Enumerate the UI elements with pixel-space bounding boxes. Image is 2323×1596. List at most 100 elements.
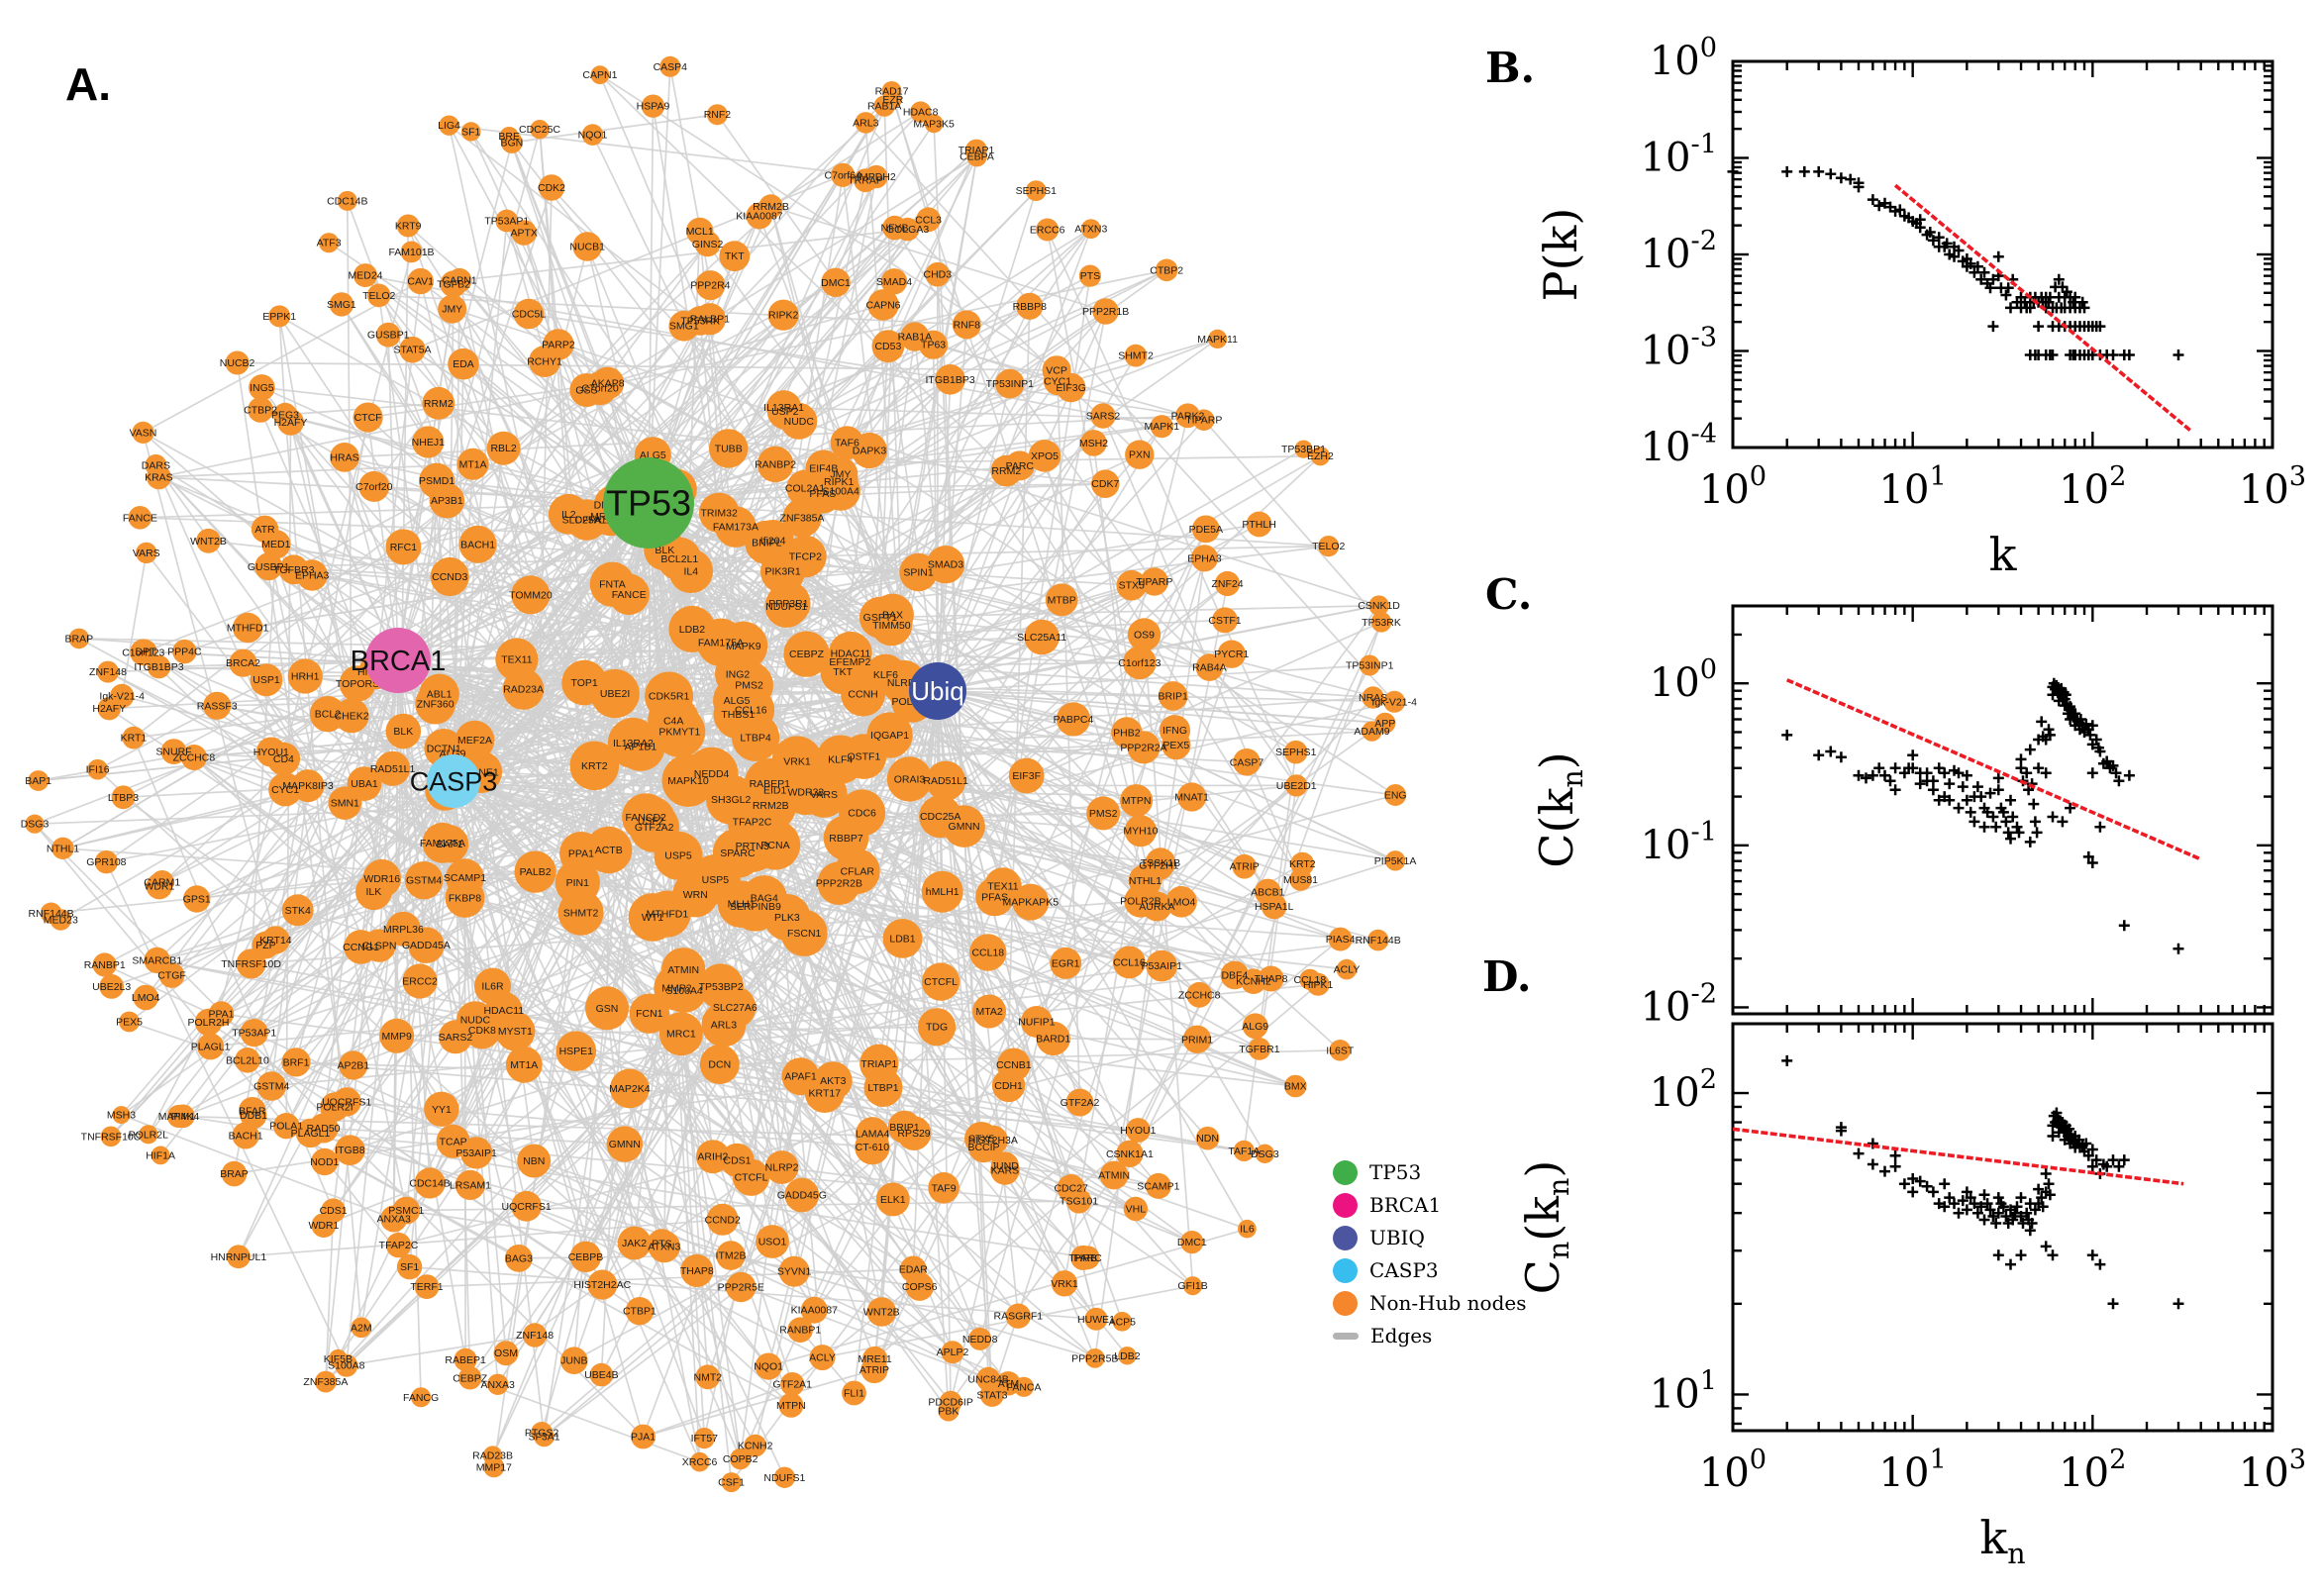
brca1-hub-swatch-icon	[1333, 1192, 1358, 1218]
network-node-label: ITM2B	[716, 1250, 747, 1262]
network-node-label: SPIN1	[903, 567, 934, 579]
network-node-label: PLAGL1	[191, 1041, 231, 1052]
network-node	[928, 1172, 960, 1204]
network-node-label: GTF2A1	[772, 1379, 812, 1391]
network-node-label: TSSK1B	[1141, 857, 1180, 869]
network-node	[1099, 1160, 1129, 1190]
network-node	[1028, 440, 1061, 472]
network-node	[668, 549, 714, 594]
network-node	[644, 890, 691, 938]
network-node	[783, 631, 830, 677]
network-node	[139, 1125, 158, 1145]
network-node-label: PDCD6IP	[928, 1397, 973, 1409]
network-node	[1182, 1025, 1212, 1054]
legend-item-tp53: TP53	[1333, 1159, 1527, 1185]
network-node	[895, 217, 920, 242]
network-node	[581, 124, 604, 146]
network-node-label: FSCN1	[787, 928, 822, 940]
network-node-label: IFT57	[691, 1433, 719, 1445]
network-node-label: UQCRFS1	[502, 1201, 552, 1213]
network-node	[1233, 1140, 1255, 1161]
network-node-label: SMN1	[331, 798, 359, 810]
network-node	[641, 94, 665, 118]
network-node	[1284, 1074, 1307, 1098]
chart-c-frame	[1731, 604, 2274, 1016]
svg-text:101: 101	[1650, 1365, 1717, 1417]
network-node	[1013, 1376, 1035, 1397]
network-node	[995, 368, 1025, 399]
network-node	[583, 371, 617, 406]
network-node-label: IL2	[561, 509, 576, 521]
network-node-label: PSMD1	[419, 475, 454, 487]
legend-item-nonhub: Non-Hub nodes	[1333, 1290, 1527, 1316]
network-node-label: RABEP1	[750, 778, 791, 790]
network-node-label: UBE2D1	[1276, 780, 1317, 792]
network-node-label: MT1A	[459, 458, 487, 470]
network-node-label: RNF8	[954, 319, 981, 331]
network-node-label: TUBB	[715, 443, 743, 454]
network-node	[172, 639, 197, 664]
network-node-label: ZNF360	[417, 699, 454, 711]
chart-d: 100 101 102 103 102 101 Cn​(kn​) kn​	[1516, 1022, 2306, 1570]
network-node-label: TFAP2C	[733, 817, 772, 829]
network-node-label: STAT5A	[393, 345, 431, 356]
network-node-label: PPP2R4	[690, 280, 730, 292]
network-node-label: C4A	[663, 716, 683, 728]
network-node-label: VASN	[130, 427, 157, 439]
svg-text:100: 100	[1650, 33, 1717, 84]
network-node	[817, 861, 861, 905]
network-node-label: STK4	[285, 905, 311, 917]
network-node-label: ACLY	[1334, 964, 1361, 976]
network-node-label: KRT1	[121, 733, 148, 745]
network-node-label: GUSBP1	[367, 330, 410, 342]
network-node	[899, 552, 938, 592]
network-node	[404, 861, 444, 900]
network-node-label: RALBP1	[690, 314, 730, 326]
network-node	[821, 267, 851, 297]
network-node-label: ATRIP	[859, 1364, 889, 1376]
network-node-label: LDB2	[679, 624, 705, 636]
network-node-label: IL6R	[481, 981, 504, 993]
network-node	[522, 1323, 548, 1347]
network-node	[919, 795, 962, 839]
network-node	[1078, 264, 1101, 287]
network-node-label: BAG4	[751, 893, 778, 905]
network-node	[1155, 258, 1178, 282]
network-node	[261, 926, 290, 954]
network-node-label: WT1	[642, 912, 663, 924]
network-node-label: BRIP1	[1159, 690, 1189, 702]
network-node-label: NTHL1	[47, 843, 79, 854]
network-node-label: SLC25A11	[562, 515, 612, 527]
network-node-label: MTA2	[975, 1006, 1002, 1018]
network-node-label: PPP2R5B	[1071, 1352, 1118, 1364]
network-node	[461, 122, 481, 142]
chart-b-xlabel: k	[1989, 528, 2018, 581]
network-node-label: WDR1	[144, 881, 174, 893]
network-node-label: BAP1	[25, 775, 51, 787]
network-node-label: VARS	[810, 789, 838, 801]
network-node-label: GMNN	[609, 1139, 641, 1150]
edge-swatch-icon	[1333, 1332, 1359, 1340]
network-node	[136, 542, 157, 564]
tp53-hub-swatch-icon	[1333, 1159, 1358, 1185]
network-node	[240, 1019, 268, 1047]
network-node-label: CLSPN	[361, 941, 396, 952]
network-node-label: ZNF385A	[303, 1376, 348, 1388]
network-node	[347, 766, 382, 801]
chart-d-points	[1781, 1054, 2184, 1310]
network-node	[1124, 344, 1148, 367]
network-node-label: EDAR	[899, 1264, 929, 1276]
network-node	[1359, 654, 1380, 676]
network-node	[709, 429, 749, 468]
network-node	[964, 1122, 999, 1156]
network-node	[1195, 653, 1224, 681]
network-node-label: XRCC6	[682, 1456, 718, 1468]
network-node-label: RNF144B	[1356, 935, 1401, 947]
network-node	[786, 469, 824, 507]
network-node-label: TSG101	[1060, 1196, 1098, 1208]
network-node-label: LMO4	[132, 992, 160, 1004]
network-node-label: MSH2	[1079, 438, 1108, 449]
network-node-label: BCL2L10	[226, 1054, 269, 1066]
network-node	[235, 1047, 260, 1073]
network-node	[800, 1296, 828, 1324]
